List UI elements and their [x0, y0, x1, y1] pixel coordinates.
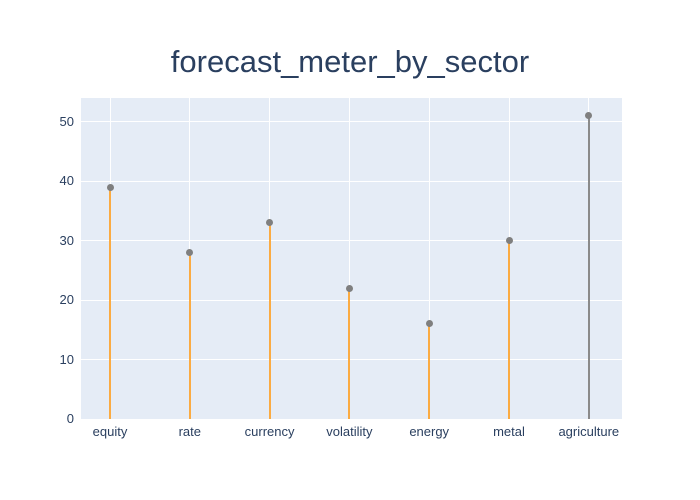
stem: [508, 240, 510, 419]
stem: [109, 187, 111, 419]
marker-dot[interactable]: [345, 284, 353, 292]
y-tick-label: 10: [59, 351, 74, 367]
x-tick-label: agriculture: [558, 424, 620, 439]
x-tick-label: metal: [493, 424, 525, 439]
x-tick-label: energy: [409, 424, 450, 439]
x-gridline: [348, 98, 350, 419]
y-gridline: [81, 418, 622, 420]
x-tick-label: volatility: [326, 424, 373, 439]
marker-dot[interactable]: [266, 219, 274, 227]
chart-title: forecast_meter_by_sector: [170, 44, 530, 79]
stem: [587, 115, 590, 419]
y-tick-label: 30: [59, 232, 74, 248]
stem: [188, 252, 191, 419]
marker-dot[interactable]: [425, 320, 433, 328]
stem: [428, 323, 431, 419]
y-tick-label: 40: [59, 173, 74, 189]
stem: [348, 288, 351, 419]
y-gridline: [81, 121, 622, 123]
y-gridline: [81, 359, 622, 361]
y-tick-label: 0: [66, 411, 74, 426]
y-gridline: [81, 180, 622, 182]
stem: [268, 222, 271, 419]
y-tick-label: 50: [59, 113, 74, 129]
x-tick-label: equity: [92, 424, 128, 439]
x-gridline: [428, 98, 430, 419]
marker-dot[interactable]: [186, 249, 194, 257]
marker-dot[interactable]: [106, 183, 114, 191]
plot-area: [81, 98, 622, 420]
x-tick-label: currency: [244, 424, 295, 439]
marker-dot[interactable]: [585, 112, 593, 120]
marker-dot[interactable]: [505, 237, 513, 245]
y-gridline: [81, 299, 622, 301]
y-tick-label: 20: [59, 292, 74, 308]
x-tick-label: rate: [178, 424, 201, 439]
y-gridline: [81, 240, 622, 242]
